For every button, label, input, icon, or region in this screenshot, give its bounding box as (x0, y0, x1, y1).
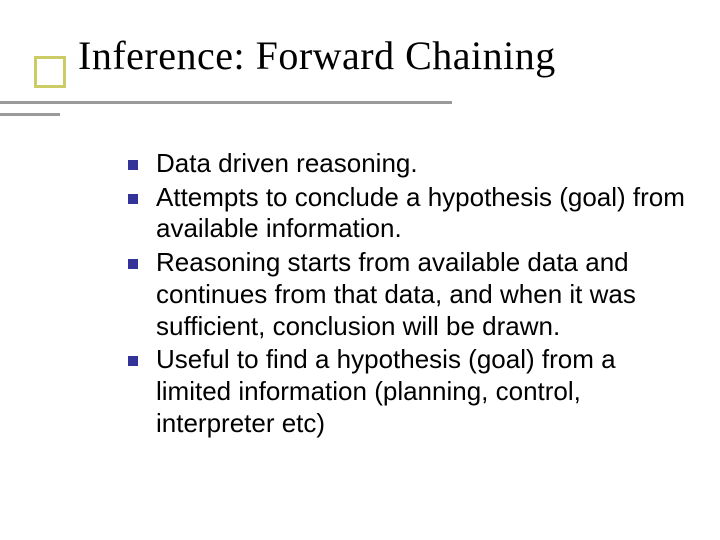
bullet-square-icon (128, 160, 138, 170)
bullet-square-icon (128, 194, 138, 204)
list-item: Useful to find a hypothesis (goal) from … (128, 344, 688, 439)
accent-square-icon (34, 56, 66, 88)
title-underline-short (0, 113, 60, 116)
slide-title: Inference: Forward Chaining (78, 32, 556, 79)
content-area: Data driven reasoning. Attempts to concl… (128, 148, 688, 441)
bullet-square-icon (128, 356, 138, 366)
title-area: Inference: Forward Chaining (0, 0, 720, 130)
bullet-text: Reasoning starts from available data and… (156, 247, 688, 342)
bullet-square-icon (128, 259, 138, 269)
bullet-text: Attempts to conclude a hypothesis (goal)… (156, 182, 688, 245)
list-item: Attempts to conclude a hypothesis (goal)… (128, 182, 688, 245)
bullet-text: Data driven reasoning. (156, 148, 418, 180)
list-item: Data driven reasoning. (128, 148, 688, 180)
slide-container: Inference: Forward Chaining Data driven … (0, 0, 720, 540)
bullet-text: Useful to find a hypothesis (goal) from … (156, 344, 688, 439)
list-item: Reasoning starts from available data and… (128, 247, 688, 342)
title-underline-long (0, 101, 452, 104)
